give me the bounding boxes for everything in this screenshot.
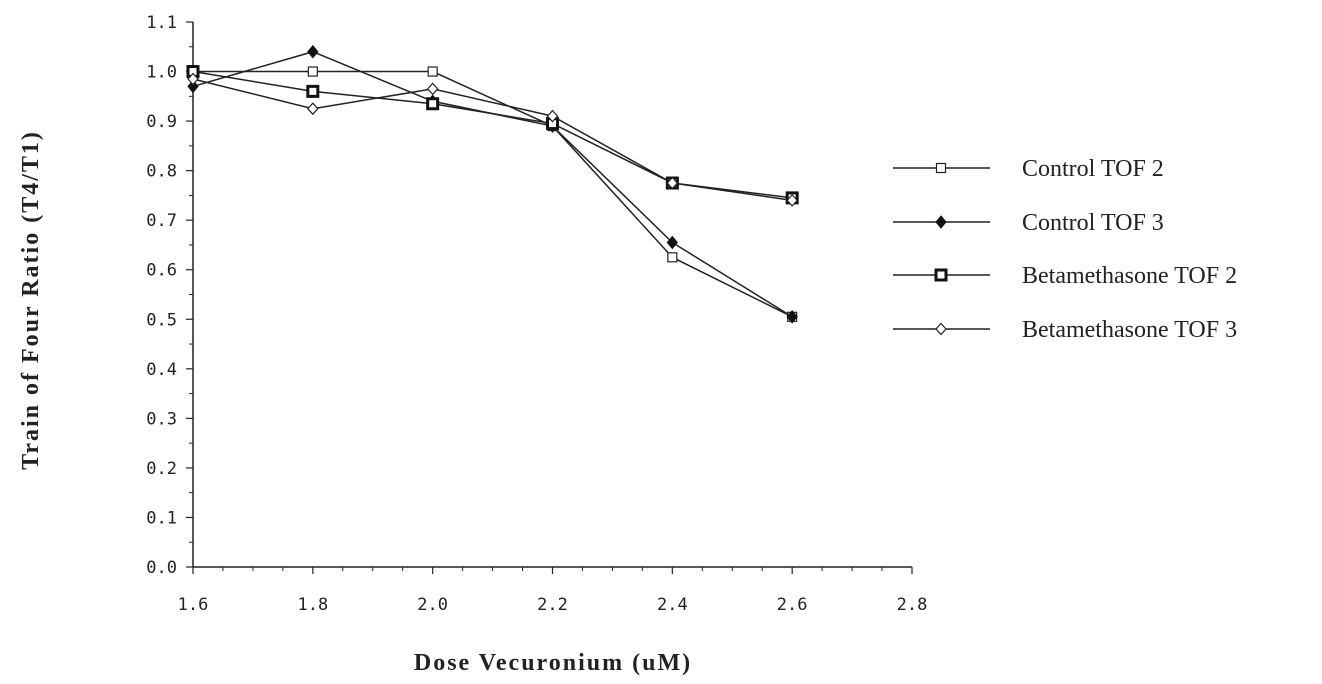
series-line (193, 70, 793, 318)
x-tick-label: 2.0 (417, 595, 448, 615)
data-point (307, 66, 318, 77)
y-tick-label: 0.5 (146, 310, 177, 330)
y-axis-title: Train of Four Ratio (T4/T1) (18, 130, 44, 470)
legend-marker (935, 322, 947, 336)
series-line (192, 70, 793, 199)
data-point (426, 97, 440, 111)
legend-item: Betamethasone TOF 2 (893, 263, 1237, 289)
data-point (306, 84, 320, 98)
data-point (667, 252, 678, 263)
legend-marker (935, 215, 947, 229)
y-tick-label: 0.0 (146, 558, 177, 578)
series-4 (187, 72, 798, 207)
data-point (307, 44, 319, 59)
axes (192, 22, 912, 568)
legend-label: Betamethasone TOF 2 (1022, 263, 1237, 289)
series-line (192, 50, 793, 318)
y-axis-ticks: 0.0 0.1 0.2 0.3 0.4 0.5 0.6 0.7 0.8 0.9 1.0 1.1 (146, 13, 193, 578)
y-tick-label: 1.1 (146, 13, 177, 33)
y-tick-label: 0.7 (146, 211, 177, 231)
data-point (666, 176, 679, 190)
x-tick-label: 2.6 (777, 595, 808, 615)
y-tick-label: 0.6 (146, 261, 177, 281)
series-line (192, 78, 793, 202)
x-tick-label: 1.8 (297, 595, 328, 615)
y-tick-label: 0.3 (146, 409, 177, 429)
x-tick-label: 2.4 (657, 595, 688, 615)
x-tick-label: 1.6 (178, 595, 209, 615)
data-point (546, 109, 559, 123)
y-tick-label: 0.9 (146, 112, 177, 132)
legend-label: Control TOF 3 (1022, 210, 1164, 236)
x-axis-ticks: 1.6 1.8 2.0 2.2 2.4 2.6 2.8 (178, 567, 928, 615)
data-point (786, 193, 798, 207)
series-3 (186, 65, 799, 205)
data-point (427, 66, 438, 77)
legend: Control TOF 2 Control TOF 3 Betamethasone … (893, 156, 1237, 343)
legend-label: Control TOF 2 (1022, 156, 1164, 182)
series-1 (187, 66, 798, 322)
legend-item: Control TOF 2 (893, 156, 1164, 182)
data-point (187, 79, 199, 94)
x-axis-title: Dose Vecuronium (uM) (414, 650, 692, 676)
data-point (307, 102, 319, 116)
y-tick-label: 0.2 (146, 459, 177, 479)
legend-item: Betamethasone TOF 3 (893, 317, 1237, 343)
x-tick-label: 2.2 (537, 595, 568, 615)
series-layer (186, 44, 799, 324)
data-point (666, 235, 678, 250)
data-point (786, 310, 798, 324)
data-point (187, 72, 199, 86)
legend-item: Control TOF 3 (893, 210, 1164, 236)
legend-marker (934, 268, 948, 282)
y-tick-label: 0.8 (146, 162, 177, 182)
x-tick-label: 2.8 (897, 595, 928, 615)
y-tick-label: 1.0 (146, 63, 177, 83)
y-tick-label: 0.1 (146, 508, 177, 528)
data-point (426, 82, 439, 96)
series-2 (187, 44, 798, 324)
legend-marker (935, 162, 947, 174)
legend-label: Betamethasone TOF 3 (1022, 317, 1237, 343)
y-tick-label: 0.4 (146, 360, 177, 380)
